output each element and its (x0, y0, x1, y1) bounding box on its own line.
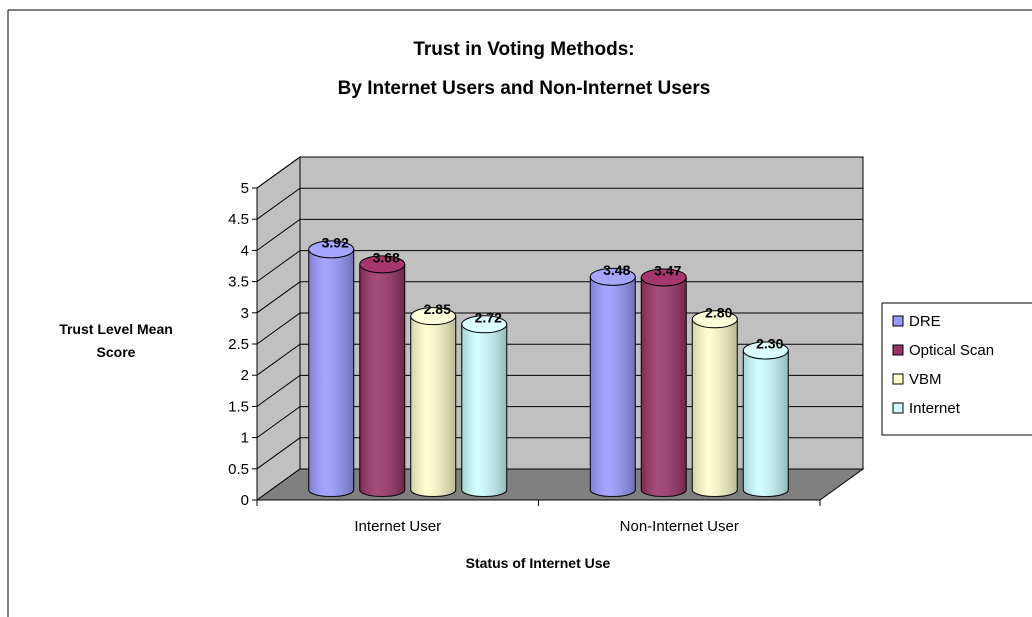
bar-shading (410, 316, 456, 497)
legend-swatch (892, 315, 904, 327)
y-tick-label: 1 (241, 430, 249, 447)
bar-dre (308, 240, 355, 497)
chart-title-line-2: By Internet Users and Non-Internet Users (338, 78, 711, 99)
chart-title-line-1: Trust in Voting Methods: (413, 39, 634, 60)
bar-top (691, 310, 738, 329)
bar-shading (641, 277, 687, 497)
legend-swatch (892, 373, 904, 385)
gridline (256, 156, 863, 189)
gridline (256, 218, 863, 251)
data-label: 3.48 (603, 262, 630, 278)
y-tick-label: 4 (241, 242, 249, 259)
y-tick-label: 3 (241, 305, 249, 322)
x-axis-title: Status of Internet Use (466, 555, 611, 571)
y-tick-label: 0 (241, 492, 249, 509)
bar-shading (308, 249, 354, 497)
bar-shading (461, 324, 507, 497)
data-label: 2.85 (424, 301, 451, 317)
bars-group (308, 240, 789, 497)
bar-shading (590, 276, 636, 497)
legend-label: Internet (909, 400, 961, 417)
bar-top (308, 240, 355, 259)
x-axis: Internet User Non-Internet User (256, 499, 821, 535)
y-tick-label: 5 (241, 180, 249, 197)
y-tick-label: 2.5 (228, 336, 249, 353)
legend-label: Optical Scan (909, 342, 994, 359)
gridline (256, 187, 863, 220)
y-tick-label: 0.5 (228, 461, 249, 478)
y-axis-title-line-1: Trust Level Mean (59, 321, 173, 337)
y-axis-title-line-2: Score (97, 344, 136, 360)
gridline (256, 250, 863, 283)
data-label: 2.72 (475, 309, 502, 325)
bar-top (640, 268, 687, 287)
y-tick-label: 1.5 (228, 398, 249, 415)
legend-swatch (892, 344, 904, 356)
bar-shading (743, 350, 789, 497)
legend: DRE Optical Scan VBM Internet (881, 302, 1032, 436)
bar-shading (359, 264, 405, 497)
bar-top (359, 255, 406, 274)
legend-label: VBM (909, 371, 942, 388)
bar-optical-scan (359, 255, 406, 497)
legend-label: DRE (909, 313, 941, 330)
data-label: 3.47 (654, 262, 681, 278)
bar-dre (589, 267, 636, 497)
x-tick-label: Internet User (354, 518, 441, 535)
y-tick-label: 2 (241, 367, 249, 384)
bar-top (589, 267, 636, 286)
data-label: 3.92 (322, 234, 349, 250)
data-label: 2.80 (705, 304, 732, 320)
data-label: 2.30 (756, 335, 783, 351)
legend-swatch (892, 402, 904, 414)
legend-box (881, 302, 1032, 436)
bar-vbm (691, 310, 738, 497)
y-tick-label: 3.5 (228, 274, 249, 291)
bar-top (742, 341, 789, 360)
bar-top (410, 307, 457, 326)
y-axis: 0 0.5 1 1.5 2 2.5 3 3.5 4 4.5 5 (228, 180, 258, 509)
bar-shading (692, 319, 738, 497)
data-label: 3.68 (373, 249, 400, 265)
bar-vbm (410, 307, 457, 497)
bar-internet (461, 315, 508, 497)
bar-internet (742, 341, 789, 497)
data-labels-group: 3.92 3.68 2.85 2.72 3.48 3.47 2.80 2.30 (322, 234, 784, 351)
bar-top (461, 315, 508, 334)
x-tick-label: Non-Internet User (620, 518, 739, 535)
bar-optical-scan (640, 268, 687, 497)
y-tick-label: 4.5 (228, 211, 249, 228)
